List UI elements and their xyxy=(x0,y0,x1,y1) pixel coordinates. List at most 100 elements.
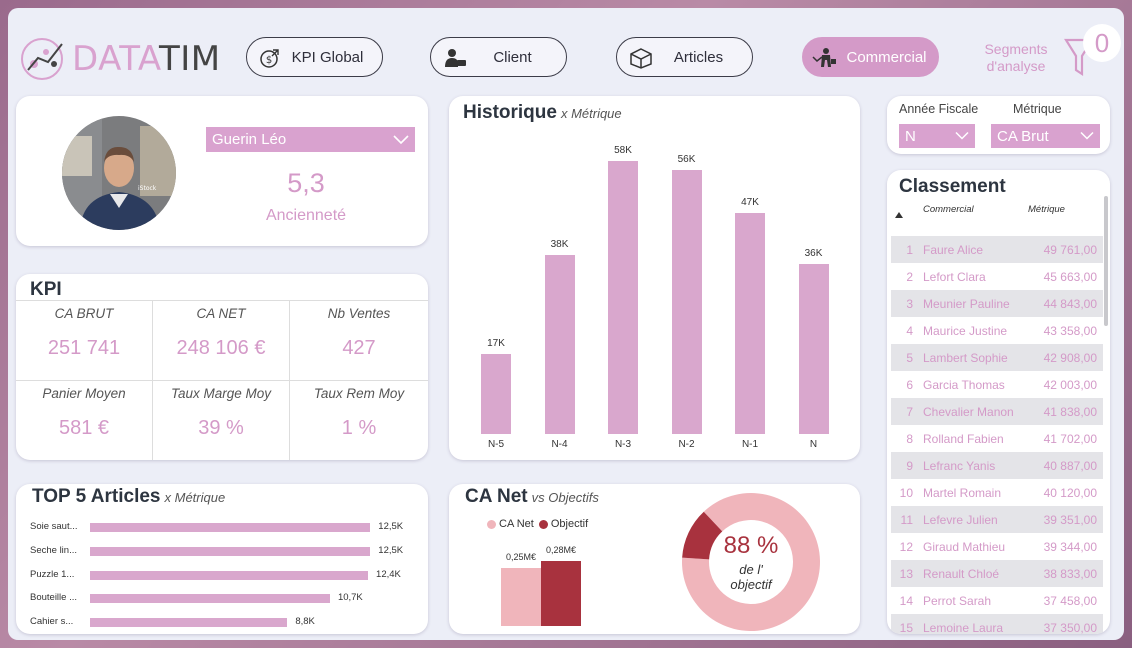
kpi-value: 1 % xyxy=(341,417,377,439)
metric-label: Métrique xyxy=(1013,102,1062,116)
table-row[interactable]: 10 Martel Romain 40 120,00 xyxy=(891,479,1103,506)
rank-number: 4 xyxy=(906,324,913,338)
kpi-label: Taux Marge Moy xyxy=(170,386,272,401)
kpi-ca-net: CA NET 248 106 € xyxy=(153,301,290,381)
classement-title: Classement xyxy=(899,176,1006,197)
top5-card: TOP 5 Articles x Métrique Soie saut... 12,… xyxy=(16,484,428,634)
rank-number: 3 xyxy=(906,297,913,311)
historique-bar xyxy=(481,353,511,434)
kpi-label: Nb Ventes xyxy=(327,306,391,321)
top5-bar xyxy=(90,523,371,532)
rank-name: Meunier Pauline xyxy=(923,297,1010,311)
rank-value: 39 351,00 xyxy=(1043,513,1097,527)
rank-name: Lefort Clara xyxy=(923,270,986,284)
box-icon xyxy=(630,48,652,69)
col-commercial[interactable]: Commercial xyxy=(923,204,974,215)
ca-net-bar xyxy=(541,560,581,626)
donut-text-2: objectif xyxy=(730,577,772,592)
kpi-taux-marge: Taux Marge Moy 39 % xyxy=(153,381,290,460)
rank-value: 45 663,00 xyxy=(1043,270,1097,284)
segments-count-badge: 0 xyxy=(1083,24,1121,62)
donut-text-1: de l' xyxy=(739,562,763,577)
nav-label: Client xyxy=(493,48,532,66)
kpi-taux-rem: Taux Rem Moy 1 % xyxy=(290,381,428,460)
nav-commercial-button[interactable]: Commercial xyxy=(802,37,939,77)
commercial-select-value: Guerin Léo xyxy=(212,131,287,148)
seniority-value: 5,3 xyxy=(287,168,325,198)
segments-label: Segments d'analyse xyxy=(984,41,1048,74)
kpi-label: Taux Rem Moy xyxy=(313,386,405,401)
kpi-label: CA BRUT xyxy=(54,306,114,321)
historique-data-label: 58K xyxy=(614,144,632,156)
table-row[interactable]: 13 Renault Chloé 38 833,00 xyxy=(891,560,1103,587)
table-row[interactable]: 6 Garcia Thomas 42 003,00 xyxy=(891,371,1103,398)
legend-objectif: Objectif xyxy=(550,518,589,530)
historique-x-tick: N-2 xyxy=(678,439,695,450)
legend-dot-objectif xyxy=(538,519,548,529)
table-row[interactable]: 9 Lefranc Yanis 40 887,00 xyxy=(891,452,1103,479)
sort-asc-icon[interactable] xyxy=(895,212,903,218)
rank-value: 44 843,00 xyxy=(1043,297,1097,311)
table-row[interactable]: 11 Lefevre Julien 39 351,00 xyxy=(891,506,1103,533)
rank-name: Giraud Mathieu xyxy=(923,540,1006,554)
rank-name: Renault Chloé xyxy=(923,567,1000,581)
table-row[interactable]: 7 Chevalier Manon 41 838,00 xyxy=(891,398,1103,425)
top5-category-label: Cahier s... xyxy=(30,616,74,628)
rank-value: 38 833,00 xyxy=(1043,567,1097,581)
logo: DATATIM xyxy=(18,34,221,84)
kpi-label: CA NET xyxy=(196,306,246,321)
nav-kpi-global-button[interactable]: $ KPI Global xyxy=(246,37,383,77)
table-row[interactable]: 3 Meunier Pauline 44 843,00 xyxy=(891,290,1103,317)
rank-value: 42 003,00 xyxy=(1043,378,1097,392)
kpi-value: 248 106 € xyxy=(176,337,266,359)
historique-data-label: 38K xyxy=(550,239,569,251)
table-row[interactable]: 8 Rolland Fabien 41 702,00 xyxy=(891,425,1103,452)
kpi-value: 581 € xyxy=(58,417,110,439)
historique-x-tick: N-1 xyxy=(741,439,759,450)
table-row[interactable]: 12 Giraud Mathieu 39 344,00 xyxy=(891,533,1103,560)
rank-name: Martel Romain xyxy=(923,486,1002,500)
historique-bar xyxy=(608,160,638,434)
profile-card: iStock Guerin Léo 5,3 Ancienneté xyxy=(16,96,428,246)
nav-articles-button[interactable]: Articles xyxy=(616,37,753,77)
col-metrique[interactable]: Métrique xyxy=(1028,204,1065,215)
table-row[interactable]: 5 Lambert Sophie 42 908,00 xyxy=(891,344,1103,371)
nav-client-button[interactable]: Client xyxy=(430,37,567,77)
historique-data-label: 47K xyxy=(741,196,759,208)
historique-data-label: 56K xyxy=(677,154,696,166)
metric-select-value: CA Brut xyxy=(997,127,1049,145)
historique-data-label: 36K xyxy=(804,248,823,260)
rank-value: 37 458,00 xyxy=(1043,594,1097,608)
year-select[interactable]: N xyxy=(899,124,975,148)
kpi-title: KPI xyxy=(30,279,62,300)
rank-number: 13 xyxy=(899,567,913,581)
kpi-grid: CA BRUT 251 741 CA NET 248 106 € Nb Ventes… xyxy=(16,300,428,460)
classement-card: Classement Commercial Métrique 1 Faure Al… xyxy=(887,170,1110,634)
historique-x-tick: N xyxy=(809,439,818,450)
rank-number: 14 xyxy=(899,594,913,608)
table-row[interactable]: 15 Lemoine Laura 37 350,00 xyxy=(891,614,1103,634)
metric-select[interactable]: CA Brut xyxy=(991,124,1100,148)
rank-value: 41 702,00 xyxy=(1043,432,1097,446)
year-select-value: N xyxy=(905,127,916,145)
table-row[interactable]: 14 Perrot Sarah 37 458,00 xyxy=(891,587,1103,614)
kpi-label: Panier Moyen xyxy=(42,386,126,401)
kpi-card: KPI CA BRUT 251 741 CA NET 248 106 € Nb Ve… xyxy=(16,274,428,460)
rank-name: Lefevre Julien xyxy=(923,513,998,527)
table-row[interactable]: 1 Faure Alice 49 761,00 xyxy=(891,236,1103,263)
historique-data-label: 17K xyxy=(487,337,505,349)
rank-number: 5 xyxy=(906,351,913,365)
table-row[interactable]: 4 Maurice Justine 43 358,00 xyxy=(891,317,1103,344)
donut-slice-objectif xyxy=(682,511,723,560)
kpi-ca-brut: CA BRUT 251 741 xyxy=(16,301,153,381)
ca-net-bar xyxy=(501,567,541,626)
table-row[interactable]: 2 Lefort Clara 45 663,00 xyxy=(891,263,1103,290)
classement-scrollbar[interactable] xyxy=(1104,196,1108,326)
top5-category-label: Puzzle 1... xyxy=(30,568,75,580)
top5-bar xyxy=(90,546,371,556)
top5-subtitle: x Métrique xyxy=(164,490,226,505)
historique-bar xyxy=(544,255,575,434)
logo-text-data: DATA xyxy=(72,39,159,79)
rank-value: 39 344,00 xyxy=(1043,540,1097,554)
commercial-select[interactable]: Guerin Léo xyxy=(206,127,415,152)
